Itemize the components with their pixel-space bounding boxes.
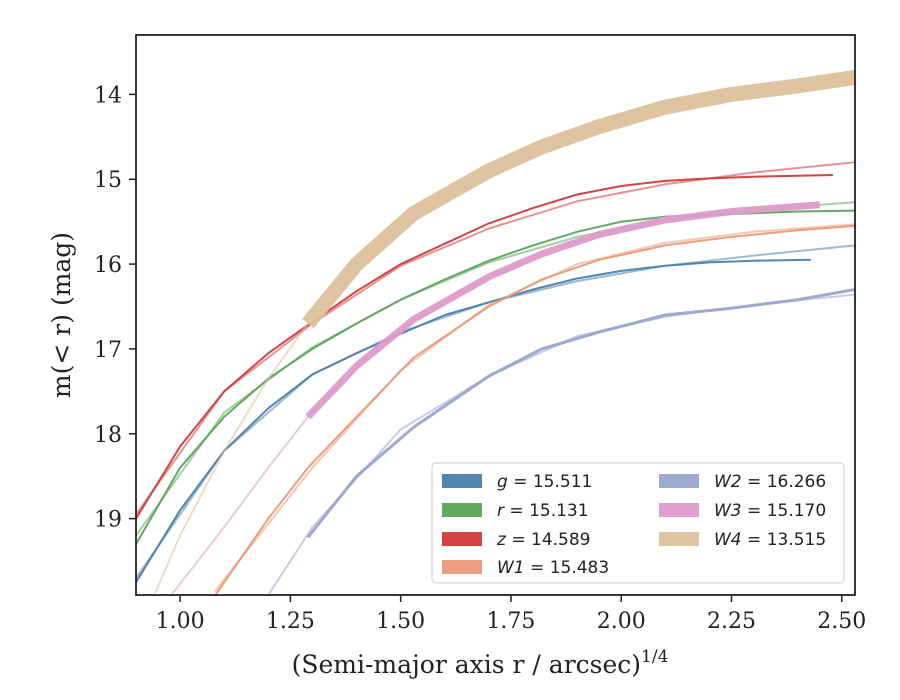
legend-z-var: z [496, 530, 507, 550]
y-tick-label: 17 [94, 338, 122, 363]
legend-w1-swatch [442, 560, 482, 574]
legend-w3-var: W3 [714, 501, 742, 521]
y-tick-label: 16 [94, 253, 122, 278]
y-tick-label: 19 [94, 508, 122, 533]
legend-g-swatch [442, 474, 482, 488]
x-tick-label: 2.50 [817, 609, 866, 634]
legend-w2-value: 16.266 [767, 472, 826, 492]
x-tick-label: 1.00 [156, 609, 205, 634]
plot-series [136, 69, 855, 595]
x-tick-label: 2.25 [707, 609, 756, 634]
x-axis: 1.00 1.25 1.50 1.75 2.00 2.25 2.50 [156, 595, 866, 634]
series-w4-model-line [153, 322, 309, 595]
x-tick-label: 1.50 [376, 609, 425, 634]
legend-w4-var: W4 [714, 530, 742, 550]
legend-g-label: g = 15.511 [497, 472, 592, 492]
legend-g-var: g [497, 472, 508, 492]
series-g-line [136, 258, 811, 583]
legend-w1-var: W1 [497, 558, 525, 578]
x-tick-label: 1.25 [266, 609, 315, 634]
y-axis-label: m(< r) (mag) [47, 232, 76, 398]
legend-r-var: r [497, 501, 505, 521]
legend-w3-value: 15.170 [767, 501, 826, 521]
series-w3-model-line [170, 415, 309, 595]
series-w4-line [302, 69, 855, 329]
legend-box [431, 462, 845, 584]
legend-w4-swatch [659, 532, 699, 546]
legend-r-swatch [442, 503, 482, 517]
legend: g = 15.511 r = 15.131 z = 14.589 W1 = 15.48… [431, 462, 845, 584]
series-z-line [136, 174, 833, 520]
legend-w2-label: W2 = 16.266 [714, 472, 826, 492]
legend-w4-label: W4 = 13.515 [714, 530, 826, 550]
y-tick-label: 18 [94, 423, 122, 448]
legend-w1-label: W1 = 15.483 [497, 558, 609, 578]
legend-g-value: 15.511 [533, 472, 592, 492]
series-w1-line [214, 224, 855, 595]
y-axis: 14 15 16 17 18 19 [94, 83, 136, 533]
legend-w3-label: W3 = 15.170 [714, 501, 826, 521]
y-tick-label: 15 [94, 168, 122, 193]
legend-z-label: z = 14.589 [496, 530, 590, 550]
x-axis-label-exponent: 1/4 [641, 647, 668, 667]
legend-z-swatch [442, 532, 482, 546]
series-w3-line [305, 201, 820, 420]
legend-r-value: 15.131 [529, 501, 588, 521]
legend-w3-swatch [659, 503, 699, 517]
legend-z-value: 14.589 [531, 530, 590, 550]
x-tick-label: 1.75 [486, 609, 535, 634]
series-z-model-line [136, 161, 855, 516]
x-axis-label: (Semi-major axis r / arcsec)1/4 [292, 647, 669, 679]
legend-w2-var: W2 [714, 472, 742, 492]
legend-w4-value: 13.515 [767, 530, 826, 550]
legend-w2-swatch [659, 474, 699, 488]
series-w2-line [306, 288, 855, 539]
legend-r-label: r = 15.131 [497, 501, 589, 521]
plot-frame [135, 34, 856, 596]
x-tick-label: 2.00 [597, 609, 646, 634]
y-tick-label: 14 [94, 83, 122, 108]
legend-w1-value: 15.483 [550, 558, 609, 578]
